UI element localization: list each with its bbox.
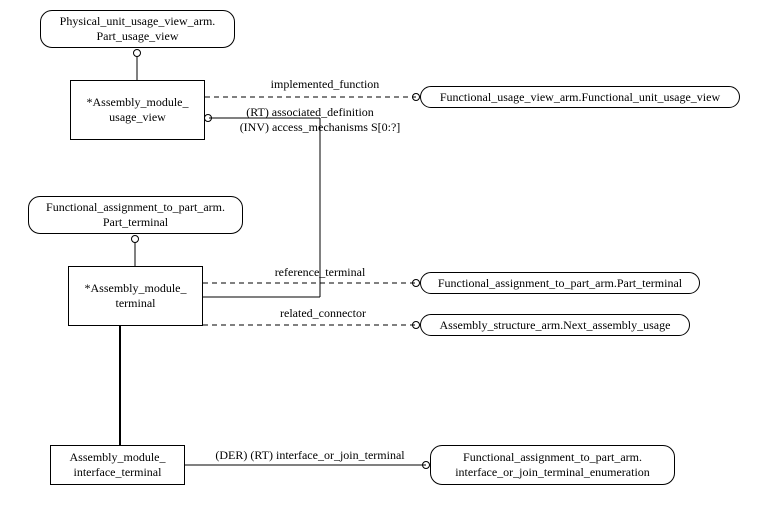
node-functional-usage-view: Functional_usage_view_arm.Functional_uni…: [420, 86, 740, 108]
node-assembly-module-terminal: *Assembly_module_ terminal: [68, 266, 203, 326]
edge-label-access-mechanisms: (INV) access_mechanisms S[0:?]: [220, 121, 420, 134]
node-line2: interface_or_join_terminal_enumeration: [455, 465, 650, 480]
node-line1: Assembly_module_: [70, 450, 166, 465]
node-functional-assignment-part-terminal: Functional_assignment_to_part_arm. Part_…: [28, 196, 243, 234]
node-line2: terminal: [116, 296, 156, 311]
node-line2: usage_view: [109, 110, 166, 125]
node-line1: *Assembly_module_: [87, 95, 189, 110]
node-interface-or-join-terminal-enum: Functional_assignment_to_part_arm. inter…: [430, 445, 675, 485]
edge-label-associated-definition: (RT) associated_definition: [220, 106, 400, 119]
node-next-assembly-usage: Assembly_structure_arm.Next_assembly_usa…: [420, 314, 690, 336]
node-assembly-module-interface-terminal: Assembly_module_ interface_terminal: [50, 445, 185, 485]
node-line2: Part_terminal: [103, 215, 168, 230]
edge-label-implemented-function: implemented_function: [240, 78, 410, 91]
node-physical-unit-usage-view: Physical_unit_usage_view_arm. Part_usage…: [40, 10, 235, 48]
node-text: Functional_assignment_to_part_arm.Part_t…: [438, 276, 682, 291]
node-line2: interface_terminal: [74, 465, 162, 480]
node-text: Assembly_structure_arm.Next_assembly_usa…: [440, 318, 671, 333]
node-text: Functional_usage_view_arm.Functional_uni…: [440, 90, 720, 105]
node-ref-part-terminal: Functional_assignment_to_part_arm.Part_t…: [420, 272, 700, 294]
node-line1: Functional_assignment_to_part_arm.: [46, 200, 225, 215]
edge-label-interface-or-join-terminal: (DER) (RT) interface_or_join_terminal: [200, 449, 420, 462]
node-line2: Part_usage_view: [97, 29, 179, 44]
node-line1: Physical_unit_usage_view_arm.: [60, 14, 216, 29]
node-assembly-module-usage-view: *Assembly_module_ usage_view: [70, 80, 205, 140]
edge-label-reference-terminal: reference_terminal: [235, 266, 405, 279]
edge-label-related-connector: related_connector: [238, 307, 408, 320]
node-line1: Functional_assignment_to_part_arm.: [463, 450, 642, 465]
node-line1: *Assembly_module_: [85, 281, 187, 296]
